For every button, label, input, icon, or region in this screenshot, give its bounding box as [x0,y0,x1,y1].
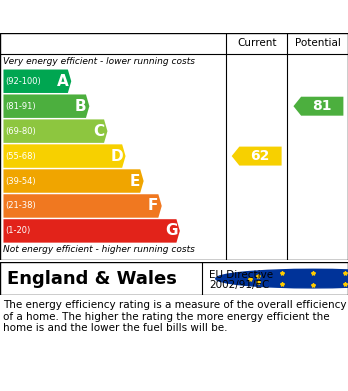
Text: Very energy efficient - lower running costs: Very energy efficient - lower running co… [3,57,196,66]
Text: (69-80): (69-80) [5,127,36,136]
Text: Current: Current [237,38,276,48]
Text: 62: 62 [251,149,270,163]
Text: (81-91): (81-91) [5,102,36,111]
Polygon shape [3,95,89,118]
Polygon shape [3,144,126,168]
Text: The energy efficiency rating is a measure of the overall efficiency of a home. T: The energy efficiency rating is a measur… [3,300,347,334]
Text: (21-38): (21-38) [5,201,36,210]
Text: Potential: Potential [295,38,341,48]
Text: G: G [165,223,177,239]
Text: 2002/91/EC: 2002/91/EC [209,280,269,290]
Text: (1-20): (1-20) [5,226,31,235]
Text: C: C [93,124,104,139]
Text: A: A [57,74,69,89]
Polygon shape [293,97,343,116]
Text: D: D [111,149,123,163]
Text: EU Directive: EU Directive [209,270,273,280]
Text: (55-68): (55-68) [5,152,36,161]
Polygon shape [232,147,282,165]
Circle shape [216,269,348,288]
Polygon shape [3,194,162,218]
Polygon shape [3,119,108,143]
Text: Energy Efficiency Rating: Energy Efficiency Rating [10,5,239,24]
Text: B: B [75,99,86,114]
Polygon shape [3,219,180,243]
Polygon shape [3,169,144,193]
Text: (92-100): (92-100) [5,77,41,86]
Text: (39-54): (39-54) [5,176,36,185]
Text: England & Wales: England & Wales [7,269,177,288]
Text: 81: 81 [312,99,332,113]
Text: F: F [148,199,158,213]
Polygon shape [3,70,71,93]
Text: E: E [130,174,140,188]
Text: Not energy efficient - higher running costs: Not energy efficient - higher running co… [3,245,195,254]
